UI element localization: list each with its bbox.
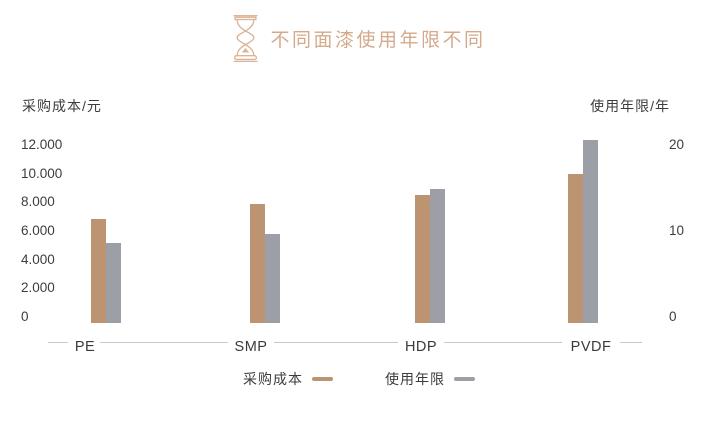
axis-line-segment <box>444 342 562 343</box>
page-title: 不同面漆使用年限不同 <box>270 29 486 51</box>
left-tick: 8.000 <box>21 194 55 210</box>
bar-cost-pvdf <box>568 173 583 323</box>
left-tick: 0 <box>21 308 29 324</box>
legend-swatch-life-icon <box>454 377 475 381</box>
category-label-pvdf: PVDF <box>570 339 612 355</box>
bar-life-smp <box>265 233 280 323</box>
left-tick: 10.000 <box>21 165 63 181</box>
axis-line-segment <box>48 342 68 343</box>
hourglass-icon <box>233 14 259 63</box>
left-axis-title: 采购成本/元 <box>22 98 102 114</box>
bar-cost-smp <box>250 203 265 323</box>
left-axis-ticks: 12.000 10.000 8.000 6.000 4.000 2.000 0 <box>21 137 73 325</box>
legend-swatch-cost-icon <box>312 377 333 381</box>
right-tick: 10 <box>669 223 685 238</box>
right-tick: 20 <box>669 137 685 152</box>
bar-cost-hdp <box>415 194 430 323</box>
legend: 采购成本 使用年限 <box>0 370 718 388</box>
axis-line-segment <box>620 342 642 343</box>
left-tick: 4.000 <box>21 251 55 267</box>
bar-life-pe <box>106 242 121 323</box>
axis-line-segment <box>274 342 398 343</box>
legend-item-life: 使用年限 <box>385 370 475 388</box>
right-axis-title: 使用年限/年 <box>590 98 670 114</box>
legend-item-cost: 采购成本 <box>243 370 333 388</box>
right-axis-ticks: 20 10 0 <box>669 137 699 325</box>
legend-label-life: 使用年限 <box>385 371 445 387</box>
left-tick: 6.000 <box>21 222 55 238</box>
category-label-pe: PE <box>74 339 96 355</box>
bar-life-pvdf <box>583 139 598 323</box>
bar-cost-pe <box>91 218 106 323</box>
left-tick: 12.000 <box>21 137 63 152</box>
right-tick: 0 <box>669 309 677 324</box>
axis-line-segment <box>100 342 228 343</box>
category-label-smp: SMP <box>234 339 268 355</box>
legend-label-cost: 采购成本 <box>243 371 303 387</box>
x-axis: PE SMP HDP PVDF <box>0 338 718 356</box>
category-label-hdp: HDP <box>404 339 438 355</box>
left-tick: 2.000 <box>21 280 55 296</box>
plot-area <box>0 139 718 323</box>
bar-life-hdp <box>430 188 445 323</box>
header: 不同面漆使用年限不同 <box>0 10 718 66</box>
